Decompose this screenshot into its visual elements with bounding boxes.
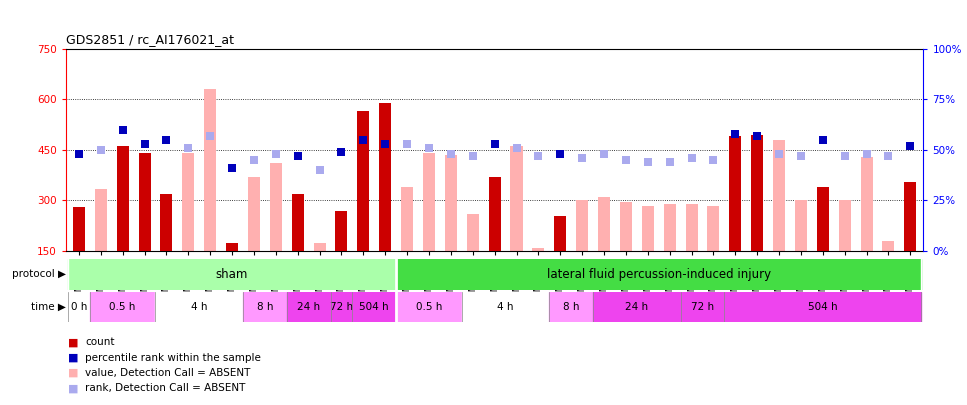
Text: 0.5 h: 0.5 h [109, 302, 135, 312]
Bar [313, 243, 326, 251]
Bar [593, 292, 681, 322]
Text: ■: ■ [68, 337, 78, 347]
Bar [663, 204, 676, 251]
Bar [795, 200, 807, 251]
Bar [817, 187, 829, 251]
Text: protocol ▶: protocol ▶ [12, 269, 66, 279]
Bar [352, 292, 396, 322]
Text: count: count [85, 337, 115, 347]
Text: 72 h: 72 h [330, 302, 353, 312]
Text: 0.5 h: 0.5 h [416, 302, 442, 312]
Bar [336, 211, 347, 251]
Bar [156, 292, 243, 322]
Bar [287, 292, 331, 322]
Text: GDS2851 / rc_AI176021_at: GDS2851 / rc_AI176021_at [66, 33, 234, 46]
Text: ■: ■ [68, 353, 78, 362]
Text: 24 h: 24 h [626, 302, 649, 312]
Bar [462, 292, 549, 322]
Text: rank, Detection Call = ABSENT: rank, Detection Call = ABSENT [85, 384, 246, 393]
Bar [396, 259, 922, 290]
Text: percentile rank within the sample: percentile rank within the sample [85, 353, 261, 362]
Bar [598, 197, 610, 251]
Text: 504 h: 504 h [808, 302, 837, 312]
Bar [95, 189, 106, 251]
Bar [724, 292, 922, 322]
Bar [773, 140, 785, 251]
Bar [270, 163, 281, 251]
Bar [68, 259, 396, 290]
Bar [204, 89, 217, 251]
Text: 4 h: 4 h [497, 302, 513, 312]
Bar [248, 177, 260, 251]
Bar [161, 194, 172, 251]
Bar [511, 147, 522, 251]
Bar [681, 292, 724, 322]
Text: 72 h: 72 h [691, 302, 714, 312]
Bar [117, 147, 129, 251]
Bar [445, 155, 456, 251]
Bar [488, 177, 501, 251]
Bar [554, 215, 567, 251]
Bar [838, 200, 851, 251]
Bar [576, 200, 588, 251]
Text: ■: ■ [68, 368, 78, 378]
Bar [729, 136, 742, 251]
Bar [642, 206, 654, 251]
Bar [331, 292, 352, 322]
Bar [379, 102, 392, 251]
Text: time ▶: time ▶ [31, 302, 66, 312]
Text: 24 h: 24 h [297, 302, 320, 312]
Bar [423, 153, 435, 251]
Text: sham: sham [216, 268, 249, 281]
Bar [533, 248, 544, 251]
Bar [751, 134, 763, 251]
Text: value, Detection Call = ABSENT: value, Detection Call = ABSENT [85, 368, 250, 378]
Text: 0 h: 0 h [71, 302, 87, 312]
Text: 504 h: 504 h [360, 302, 389, 312]
Bar [358, 111, 369, 251]
Bar [243, 292, 287, 322]
Text: 8 h: 8 h [256, 302, 273, 312]
Bar [292, 194, 304, 251]
Text: lateral fluid percussion-induced injury: lateral fluid percussion-induced injury [546, 268, 771, 281]
Bar [686, 204, 697, 251]
Bar [620, 202, 631, 251]
Text: ■: ■ [68, 384, 78, 393]
Bar [226, 243, 238, 251]
Bar [861, 157, 872, 251]
Bar [467, 214, 479, 251]
Bar [549, 292, 593, 322]
Text: 4 h: 4 h [190, 302, 208, 312]
Text: 8 h: 8 h [563, 302, 579, 312]
Bar [138, 153, 151, 251]
Bar [68, 292, 90, 322]
Bar [182, 153, 194, 251]
Bar [883, 241, 894, 251]
Bar [708, 206, 719, 251]
Bar [904, 182, 917, 251]
Bar [401, 187, 413, 251]
Bar [396, 292, 462, 322]
Bar [90, 292, 156, 322]
Bar [73, 207, 85, 251]
